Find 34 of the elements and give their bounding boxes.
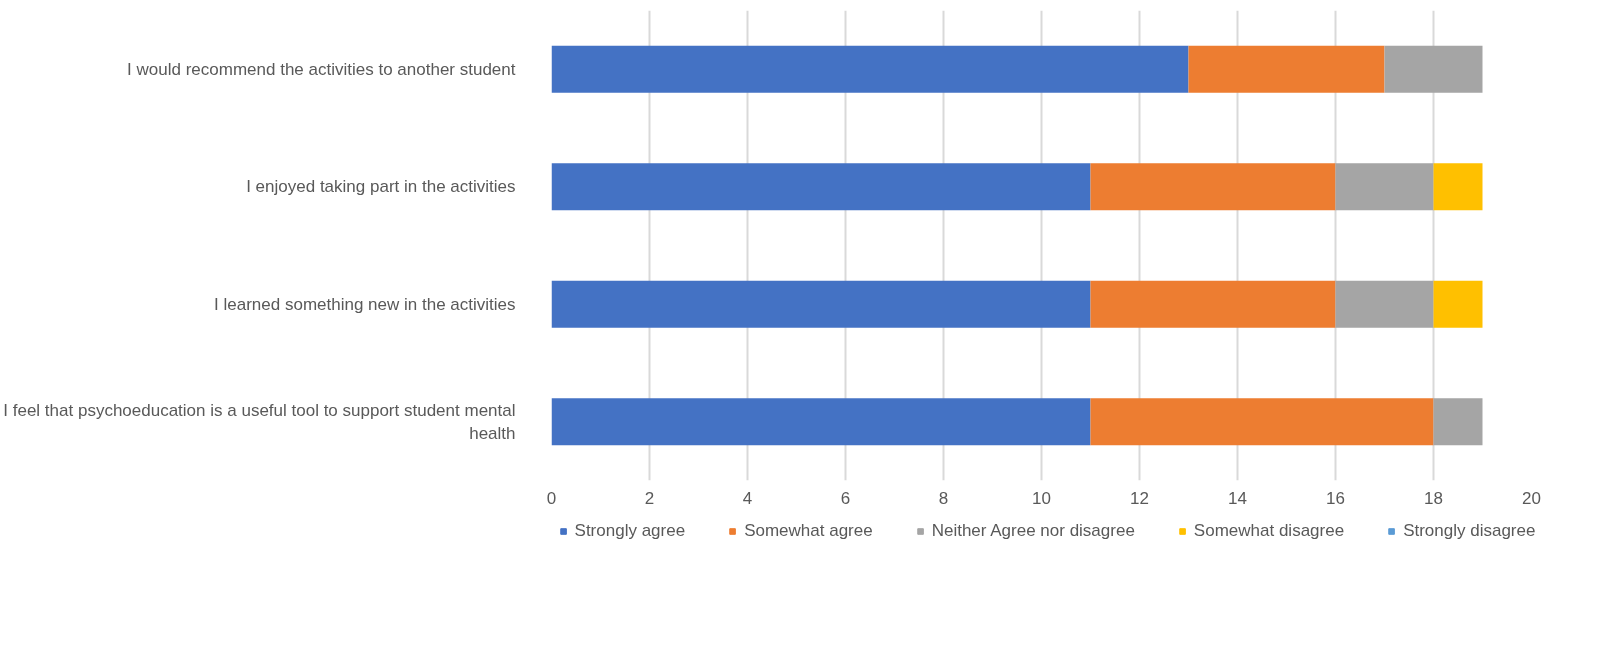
bar: [1384, 45, 1483, 93]
bar: [1188, 45, 1385, 93]
x-tick-label: 16: [1326, 488, 1345, 508]
x-tick-label: 2: [644, 488, 655, 508]
legend-label: Somewhat disagree: [1193, 521, 1345, 541]
bar: [551, 45, 1189, 93]
bar: [551, 163, 1091, 211]
legend-label: Strongly agree: [574, 521, 686, 541]
x-tick-label: 6: [840, 488, 851, 508]
y-tick-label: I enjoyed taking part in the activities: [246, 177, 516, 197]
x-tick-label: 8: [938, 488, 949, 508]
y-tick-label: I would recommend the activities to another student: [127, 59, 516, 79]
bar: [1433, 280, 1483, 328]
bar: [1335, 163, 1434, 211]
bar: [551, 280, 1091, 328]
x-tick-label: 14: [1228, 488, 1247, 508]
bar: [1335, 280, 1434, 328]
x-tick-label: 20: [1522, 488, 1541, 508]
x-tick-label: 0: [546, 488, 557, 508]
legend-label: Strongly disagree: [1403, 521, 1536, 541]
y-tick-label: I learned something new in the activities: [214, 294, 516, 314]
legend-label: Somewhat agree: [744, 521, 873, 541]
y-tick-label: I feel that psychoeducation is a useful tool to support student mental health: [3, 400, 516, 443]
bar: [1090, 398, 1434, 446]
bar: [1433, 398, 1483, 446]
bar: [1090, 280, 1336, 328]
bar: [1090, 163, 1336, 211]
bar: [551, 398, 1091, 446]
bar: [1433, 163, 1483, 211]
x-tick-label: 18: [1424, 488, 1443, 508]
legend-label: Neither Agree nor disagree: [931, 521, 1135, 541]
x-tick-label: 12: [1130, 488, 1149, 508]
x-tick-label: 10: [1032, 488, 1051, 508]
x-tick-label: 4: [742, 488, 753, 508]
